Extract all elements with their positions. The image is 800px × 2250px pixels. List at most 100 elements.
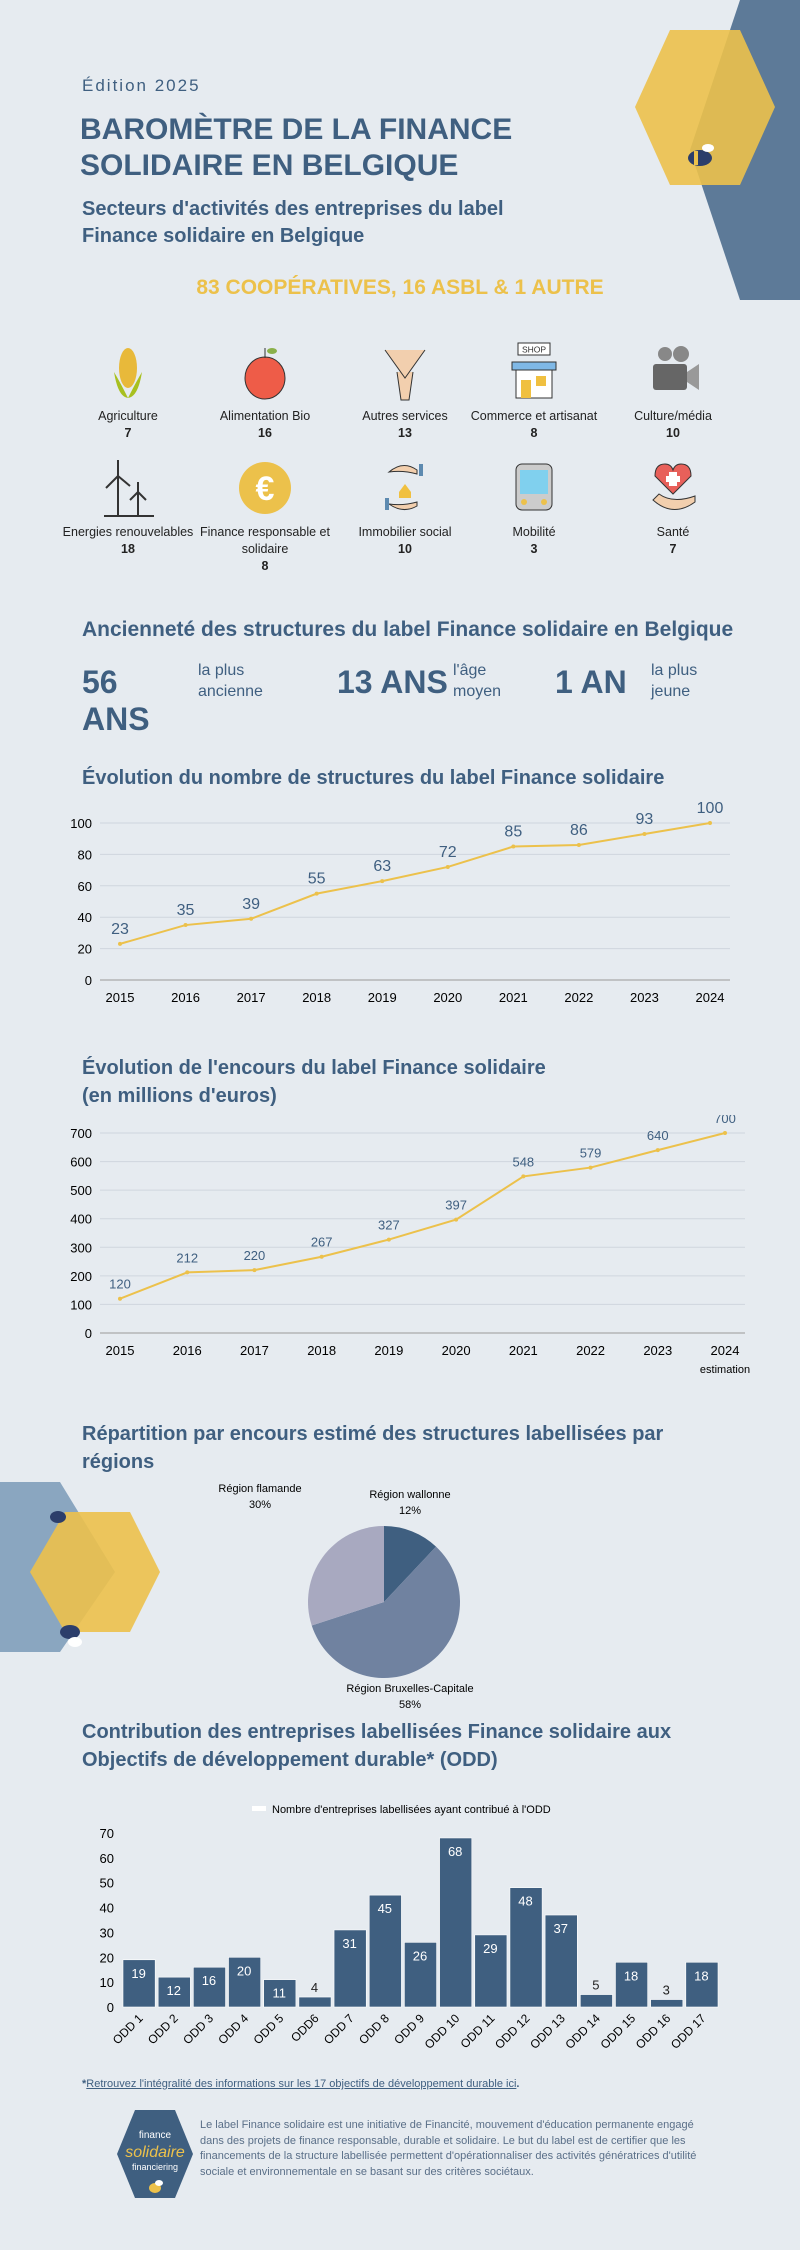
data-point	[183, 923, 188, 928]
house-hands-icon	[385, 464, 423, 510]
odd-link[interactable]: Retrouvez l'intégralité des informations…	[86, 2078, 517, 2090]
bar	[263, 1979, 297, 2008]
sector-count: 13	[398, 426, 412, 440]
x-tick-label: 2022	[576, 1343, 605, 1358]
x-tick-label: 2018	[302, 990, 331, 1005]
data-point	[454, 1217, 459, 1222]
bar	[157, 1976, 191, 2008]
anciennete-heading: Ancienneté des structures du label Finan…	[82, 618, 734, 641]
data-label: 85	[504, 824, 522, 841]
y-tick-label: 60	[78, 879, 92, 894]
sector-label: Mobilité	[512, 525, 556, 539]
data-point	[511, 844, 516, 849]
bar	[544, 1914, 578, 2008]
camera-icon	[653, 346, 699, 390]
bar-value-label: 20	[237, 1963, 251, 1978]
hands-icon	[384, 349, 426, 401]
edition-label: Édition 2025	[82, 76, 201, 95]
bar	[474, 1934, 508, 2008]
svg-text:finance: finance	[139, 2130, 172, 2141]
data-label: 86	[570, 822, 588, 839]
hexagon-decoration-left	[0, 1482, 160, 1652]
sector-label: Alimentation Bio	[219, 409, 311, 423]
bar-value-label: 29	[483, 1941, 497, 1956]
x-tick-label: ODD 15	[598, 2011, 639, 2052]
x-tick-label: 2019	[368, 990, 397, 1005]
pie-slice	[308, 1526, 384, 1626]
svg-text:solidaire: solidaire	[125, 2144, 185, 2161]
data-label: 63	[373, 858, 391, 875]
data-point	[386, 1237, 391, 1242]
x-tick-label: ODD 4	[215, 2011, 251, 2047]
data-point	[252, 1268, 257, 1273]
bar-value-label: 11	[273, 1986, 287, 2001]
data-point	[576, 842, 581, 847]
y-tick-label: 0	[85, 973, 92, 988]
estimation-label: estimation	[700, 1364, 750, 1375]
page-title: BAROMÈTRE DE LA FINANCE SOLIDAIRE EN BELG…	[80, 113, 513, 182]
bar-value-label: 31	[342, 1936, 356, 1951]
data-label: 700	[714, 1115, 736, 1126]
x-tick-label: 2023	[630, 990, 659, 1005]
x-tick-label: ODD 16	[633, 2011, 674, 2052]
x-tick-label: ODD 17	[668, 2011, 709, 2052]
corn-icon	[114, 348, 142, 398]
bar	[368, 1894, 402, 2008]
data-label: 327	[378, 1218, 400, 1233]
about-text: Le label Finance solidaire est une initi…	[200, 2119, 697, 2178]
data-point	[723, 1131, 727, 1135]
bus-icon	[515, 463, 553, 511]
sector-mobilit-: Mobilité 3	[459, 458, 609, 558]
sector-count: 10	[398, 542, 412, 556]
y-tick-label: 500	[70, 1183, 92, 1198]
y-tick-label: 700	[70, 1126, 92, 1141]
data-point	[118, 941, 122, 946]
sector-count: 8	[530, 426, 538, 440]
y-tick-label: 300	[70, 1240, 92, 1255]
bar-value-label: 5	[592, 1978, 599, 1993]
x-tick-label: 2017	[240, 1343, 269, 1358]
bar	[333, 1929, 367, 2008]
sector-label: Energies renouvelables	[62, 525, 194, 539]
sector-agriculture: Agriculture 7	[53, 342, 203, 442]
sectors-summary: 83 COOPÉRATIVES, 16 ASBL & 1 AUTRE	[196, 276, 604, 299]
y-tick-label: 20	[78, 942, 92, 957]
chart2-title: Évolution de l'encours du label Finance …	[82, 1057, 546, 1107]
euro-coin-icon: €	[239, 462, 291, 514]
series-line	[119, 1132, 726, 1300]
x-tick-label: ODD 12	[492, 2011, 533, 2052]
sector-label: Culture/média	[634, 409, 712, 423]
x-tick-label: ODD 7	[321, 2011, 357, 2047]
sector-label: Agriculture	[98, 409, 158, 423]
sector-count: 7	[669, 542, 677, 556]
data-point	[642, 831, 647, 836]
x-tick-label: 2015	[106, 1343, 135, 1358]
sector-count: 3	[530, 542, 538, 556]
data-label: 39	[242, 896, 260, 913]
bar-value-label: 4	[311, 1980, 318, 1995]
sector-immobilier-social: Immobilier social 10	[330, 458, 480, 558]
bar-value-label: 18	[624, 1968, 638, 1983]
pie-slice	[384, 1526, 437, 1602]
x-tick-label: 2024	[696, 990, 725, 1005]
data-point	[314, 891, 319, 896]
data-label: 23	[111, 921, 129, 938]
x-tick-label: ODD 3	[180, 2011, 216, 2047]
x-tick-label: 2016	[171, 990, 200, 1005]
sector-autres-services: Autres services 13	[330, 342, 480, 442]
y-tick-label: 50	[100, 1876, 114, 1891]
sector-label: Immobilier social	[358, 525, 452, 539]
x-tick-label: 2022	[564, 990, 593, 1005]
chart4-title: Contribution des entreprises labellisées…	[82, 1721, 672, 1771]
sector-label: Autres services	[362, 409, 448, 423]
x-tick-label: ODD6	[288, 2011, 322, 2045]
sector-alimentation-bio: Alimentation Bio 16	[190, 342, 340, 442]
y-tick-label: 20	[100, 1950, 114, 1965]
sectors-heading: Secteurs d'activités des entreprises du …	[82, 198, 504, 247]
x-tick-label: 2023	[643, 1343, 672, 1358]
bar-value-label: 3	[663, 1983, 670, 1998]
y-tick-label: 0	[85, 1326, 92, 1341]
x-tick-label: ODD 8	[356, 2011, 392, 2047]
x-tick-label: 2016	[173, 1343, 202, 1358]
data-label: 397	[445, 1198, 467, 1213]
